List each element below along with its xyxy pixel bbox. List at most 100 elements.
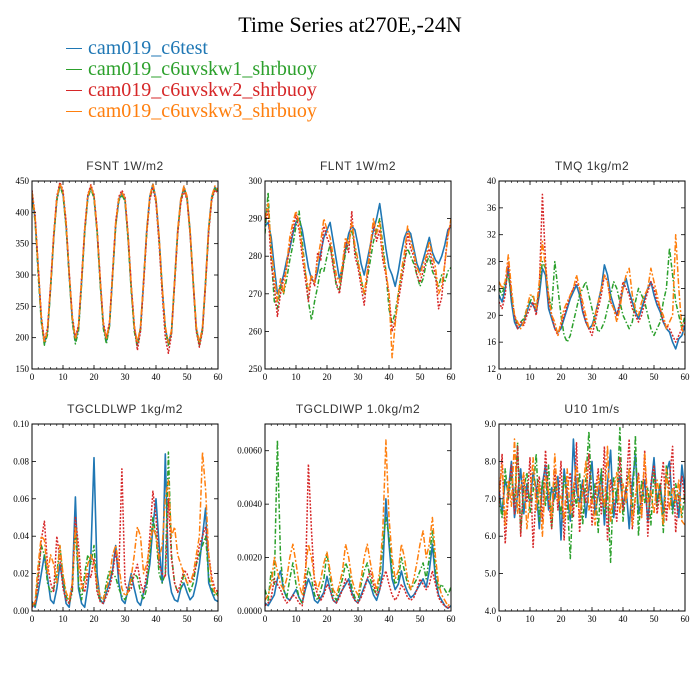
y-tick-label: 250	[16, 301, 30, 311]
legend-item: cam019_c6test	[66, 37, 317, 59]
series-line-3	[32, 468, 218, 608]
series-line-2	[32, 451, 218, 607]
series-line-3	[265, 210, 451, 333]
y-tick-label: 270	[249, 289, 263, 299]
y-tick-label: 350	[16, 239, 30, 249]
x-tick-label: 10	[59, 614, 69, 624]
panel-flnt: FLNT 1W/m2 0 10 20 30 40 50 60 250 260 270 280 290 30…	[249, 159, 457, 382]
y-tick-label: 6.0	[485, 531, 497, 541]
panel-tgcldiwp: TGCLDIWP 1.0kg/m2 0 10 20 30 40 50 60 0.0000 0.00…	[237, 402, 456, 624]
panel-title: U10 1m/s	[564, 402, 619, 416]
series-line-1	[265, 497, 451, 610]
x-tick-label: 40	[152, 614, 162, 624]
y-tick-label: 300	[16, 270, 30, 280]
panel-fsnt: FSNT 1W/m2 0 10 20 30 40 50 60 150 200 250 300 350 40…	[16, 159, 224, 382]
x-tick-label: 0	[263, 614, 268, 624]
y-tick-label: 20	[487, 310, 497, 320]
x-tick-label: 60	[214, 614, 224, 624]
y-tick-label: 4.0	[485, 606, 497, 616]
legend-swatch	[66, 48, 82, 49]
panel-title: TGCLDLWP 1kg/m2	[67, 402, 183, 416]
x-tick-label: 20	[323, 372, 333, 382]
y-tick-label: 9.0	[485, 419, 497, 429]
y-tick-label: 24	[487, 283, 497, 293]
panel-tmq: TMQ 1kg/m2 0 10 20 30 40 50 60 12 16 20 24 28 32 36 40	[487, 159, 690, 382]
y-tick-label: 0.0020	[237, 553, 262, 563]
x-tick-label: 0	[30, 372, 35, 382]
y-tick-label: 0.0040	[237, 499, 262, 509]
series-line-4	[32, 182, 218, 344]
x-tick-label: 20	[557, 614, 567, 624]
legend-item: cam019_c6uvskw3_shrbuoy	[66, 100, 317, 122]
x-tick-label: 60	[447, 372, 457, 382]
x-tick-label: 40	[619, 372, 629, 382]
y-tick-label: 0.02	[13, 569, 29, 579]
y-tick-label: 0.0060	[237, 446, 262, 456]
y-tick-label: 0.06	[13, 494, 29, 504]
legend-swatch	[66, 69, 82, 70]
x-tick-label: 50	[183, 372, 193, 382]
legend: cam019_c6test cam019_c6uvskw1_shrbuoy ca…	[66, 37, 317, 122]
y-tick-label: 250	[249, 364, 263, 374]
x-tick-label: 30	[588, 372, 598, 382]
x-tick-label: 20	[323, 614, 333, 624]
x-tick-label: 10	[292, 372, 302, 382]
y-tick-label: 32	[487, 230, 496, 240]
panel-title: TGCLDIWP 1.0kg/m2	[296, 402, 420, 416]
series-line-4	[265, 439, 451, 607]
series-line-2	[499, 247, 685, 343]
series-line-3	[499, 438, 685, 549]
x-tick-label: 20	[90, 372, 100, 382]
x-tick-label: 40	[619, 614, 629, 624]
x-tick-label: 10	[59, 372, 69, 382]
series-line-4	[499, 233, 685, 337]
series-line-2	[265, 191, 451, 325]
x-tick-label: 30	[354, 372, 364, 382]
series-line-2	[499, 426, 685, 564]
y-tick-label: 0.04	[13, 531, 29, 541]
x-tick-label: 60	[447, 614, 457, 624]
y-tick-label: 200	[16, 333, 30, 343]
series-line-4	[499, 438, 685, 537]
plot-frame	[498, 180, 686, 370]
y-tick-label: 0.00	[13, 606, 29, 616]
y-tick-label: 450	[16, 176, 30, 186]
legend-item: cam019_c6uvskw1_shrbuoy	[66, 58, 317, 80]
legend-label: cam019_c6uvskw1_shrbuoy	[88, 58, 317, 80]
panel-title: FSNT 1W/m2	[86, 159, 163, 173]
y-tick-label: 8.0	[485, 456, 497, 466]
y-tick-label: 28	[487, 257, 497, 267]
plot-frame	[31, 423, 219, 612]
y-tick-label: 400	[16, 207, 30, 217]
x-tick-label: 0	[263, 372, 268, 382]
x-tick-label: 10	[526, 372, 536, 382]
y-tick-label: 36	[487, 203, 497, 213]
y-tick-label: 0.10	[13, 419, 29, 429]
series-line-1	[265, 202, 451, 295]
legend-label: cam019_c6uvskw3_shrbuoy	[88, 100, 317, 122]
series-line-4	[32, 451, 218, 606]
x-tick-label: 50	[650, 614, 660, 624]
x-tick-label: 60	[681, 372, 691, 382]
legend-item: cam019_c6uvskw2_shrbuoy	[66, 79, 317, 101]
y-tick-label: 0.0000	[237, 606, 262, 616]
legend-label: cam019_c6uvskw2_shrbuoy	[88, 79, 317, 101]
y-tick-label: 7.0	[485, 494, 497, 504]
y-tick-label: 150	[16, 364, 30, 374]
panel-title: TMQ 1kg/m2	[555, 159, 629, 173]
y-tick-label: 5.0	[485, 569, 497, 579]
series-line-4	[265, 202, 451, 359]
x-tick-label: 60	[681, 614, 691, 624]
x-tick-label: 60	[214, 372, 224, 382]
x-tick-label: 50	[416, 614, 426, 624]
x-tick-label: 40	[385, 372, 395, 382]
x-tick-label: 50	[650, 372, 660, 382]
x-tick-label: 30	[121, 614, 131, 624]
x-tick-label: 10	[526, 614, 536, 624]
x-tick-label: 30	[121, 372, 131, 382]
x-tick-label: 30	[588, 614, 598, 624]
x-tick-label: 40	[152, 372, 162, 382]
x-tick-label: 50	[183, 614, 193, 624]
x-tick-label: 50	[416, 372, 426, 382]
y-tick-label: 290	[249, 214, 263, 224]
